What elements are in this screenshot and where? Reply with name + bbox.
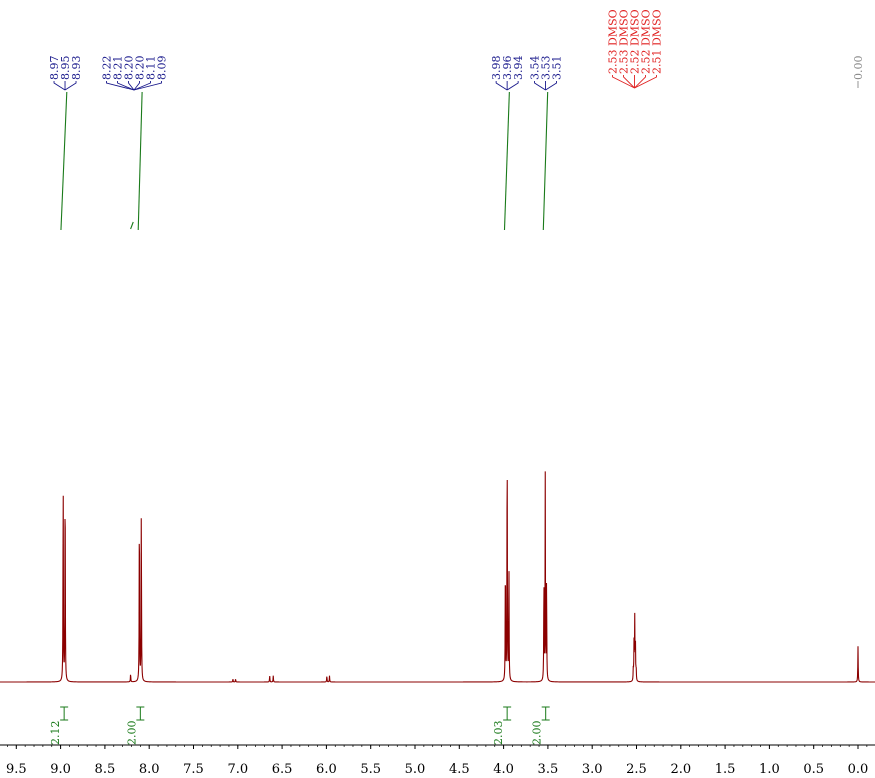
x-tick-label: 3.5 [538,762,559,777]
x-tick-label: 9.0 [50,762,71,777]
peak-label: 2.53 DMSO [607,9,620,74]
peak-label-connector [53,81,66,91]
peak-label-connector [133,81,151,91]
peak-label: 3.98 [490,56,503,81]
peak-label-connector [634,75,647,89]
peak-label-connector [106,81,135,91]
peak-label: 2.52 DMSO [640,9,653,74]
peak-label: 8.09 [155,56,168,81]
x-tick-label: 4.5 [449,762,470,777]
x-tick-label: 1.0 [759,762,780,777]
peak-label: 3.96 [501,56,514,81]
peak-label-connector [634,75,658,89]
integral-curve [503,91,510,231]
x-tick-label: 6.5 [272,762,293,777]
peak-label: 8.20 [133,56,146,81]
integral-curve-minor [130,221,134,230]
integral-curve [137,91,143,231]
peak-label-connector [117,81,135,91]
peak-label-connector [128,81,135,91]
peak-label-connector [495,81,508,91]
x-tick-label: 1.5 [715,762,736,777]
peak-label: 8.93 [70,56,83,81]
x-tick-label: 7.0 [227,762,248,777]
peak-label: 8.97 [48,56,61,81]
peak-label: 2.51 DMSO [651,9,664,74]
integral-value-label: 2.00 [531,721,544,746]
peak-labels: 8.978.958.93 8.228.218.208.208.118.09 3.98… [48,9,865,91]
spectrum-line [0,471,875,683]
x-tick-label: 6.0 [316,762,337,777]
peak-label: 8.21 [111,56,124,81]
peak-label: 0.00 [852,56,865,81]
x-tick-label: 2.0 [670,762,691,777]
x-tick-label: 4.0 [493,762,514,777]
x-tick-label: 5.0 [405,762,426,777]
x-tick-label: 9.5 [6,762,27,777]
integral-value-label: 2.12 [49,721,62,746]
peak-label: 8.20 [122,56,135,81]
peak-label-connector [612,75,635,89]
integral-curve [60,91,68,231]
x-tick-label: 0.0 [848,762,869,777]
peak-label: 2.52 DMSO [629,9,642,74]
peak-label: 8.11 [144,56,157,81]
peak-label: 2.53 DMSO [618,9,631,74]
spectrum [0,471,875,683]
peak-label-connector [133,81,162,91]
x-axis: 9.5 9.0 8.5 8.0 7.5 7.0 6.5 6.0 5.5 5.0 4.5 4.0 3.5 3… [0,744,875,777]
peak-label: 3.51 [551,56,564,81]
integral-curve [542,91,549,231]
integral-curves [60,91,549,231]
x-tick-label: 0.5 [803,762,824,777]
x-tick-label: 8.0 [139,762,160,777]
peak-label-connector [64,81,77,91]
peak-label: 8.95 [59,56,72,81]
x-tick-label: 7.5 [183,762,204,777]
peak-label-connector [545,81,557,91]
peak-label: 3.94 [512,56,525,81]
peak-label-connector [534,81,546,91]
x-tick-label: 2.5 [626,762,647,777]
peak-label-connector [506,81,519,91]
peak-label: 8.22 [100,56,113,81]
x-tick-label: 5.5 [360,762,381,777]
x-tick-label: 8.5 [95,762,116,777]
peak-label-connector [133,81,140,91]
peak-label: 3.53 [540,56,553,81]
peak-label-connector [623,75,635,89]
peak-label: 3.54 [529,56,542,81]
integral-value-label: 2.03 [492,721,505,746]
integral-markers: 2.12 2.00 2.03 2.00 [49,706,550,746]
x-tick-label: 3.0 [582,762,603,777]
integral-value-label: 2.00 [125,721,138,746]
